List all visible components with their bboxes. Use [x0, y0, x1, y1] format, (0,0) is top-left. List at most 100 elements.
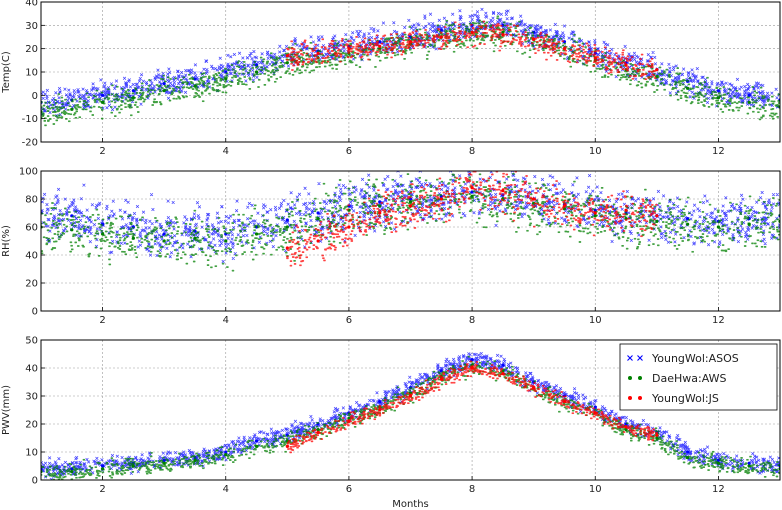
legend-box	[619, 343, 778, 411]
legend-marker	[638, 376, 642, 380]
data-point	[470, 186, 474, 190]
subplot-3: 2 4 6 8 10 12 0 10 20 30 40 50 PWV(mm) Months YoungWol…	[1, 336, 781, 510]
data-point	[316, 217, 320, 221]
legend-label: YoungWol:ASOS	[651, 352, 739, 365]
data-point	[470, 358, 474, 362]
data-point	[532, 386, 536, 390]
series-YoungWol:JS	[285, 171, 659, 267]
x-tick-label: 8	[469, 315, 475, 326]
data-point	[378, 40, 382, 44]
data-point	[131, 464, 135, 468]
y-axis-label: RH(%)	[1, 225, 12, 257]
legend-marker	[627, 355, 633, 361]
data-point	[408, 40, 413, 44]
data-point	[131, 236, 135, 240]
data-point	[316, 239, 320, 243]
data-point	[655, 214, 659, 218]
data-point	[501, 363, 505, 367]
legend-label: YoungWol:JS	[651, 392, 719, 405]
plot-area	[41, 171, 780, 272]
x-tick-label: 6	[346, 484, 352, 495]
y-tick-label: 40	[25, 364, 38, 375]
data-point	[562, 47, 567, 51]
series-noise	[286, 20, 657, 81]
data-point	[316, 428, 320, 432]
data-point	[747, 222, 751, 226]
data-point	[285, 61, 289, 65]
data-point	[439, 377, 443, 381]
y-tick-label: 20	[25, 44, 38, 55]
legend-marker	[638, 396, 642, 400]
data-point	[254, 232, 259, 236]
legend-marker	[637, 355, 643, 361]
data-point	[593, 56, 597, 60]
data-point	[224, 453, 228, 457]
data-point	[162, 89, 166, 93]
data-point	[408, 197, 413, 201]
data-point	[254, 439, 259, 443]
data-point	[100, 93, 105, 97]
x-tick-label: 2	[99, 315, 105, 326]
data-point	[624, 63, 628, 67]
data-point	[162, 461, 166, 465]
data-point	[378, 204, 382, 208]
x-tick-label: 2	[99, 484, 105, 495]
data-point	[131, 89, 135, 93]
data-point	[100, 464, 105, 468]
data-point	[686, 222, 690, 226]
data-point	[347, 47, 351, 51]
data-point	[224, 450, 228, 454]
plot-area	[41, 351, 780, 480]
data-point	[100, 467, 105, 471]
y-tick-label: 30	[25, 21, 38, 32]
y-tick-label: 40	[25, 0, 38, 9]
data-point	[162, 239, 166, 243]
x-axis-label: Months	[392, 499, 429, 510]
data-point	[747, 100, 751, 104]
series-noise	[41, 7, 780, 118]
series-YoungWol:JS	[285, 360, 659, 454]
x-tick-label: 6	[346, 315, 352, 326]
data-point	[347, 419, 351, 423]
y-tick-label: -10	[22, 114, 38, 125]
x-tick-label: 4	[223, 146, 229, 157]
x-tick-label: 10	[589, 315, 602, 326]
data-point	[316, 211, 320, 215]
data-point	[378, 211, 382, 215]
data-point	[747, 93, 751, 97]
x-tick-label: 8	[469, 146, 475, 157]
data-point	[624, 425, 628, 429]
y-tick-label: -20	[22, 138, 38, 149]
data-point	[716, 225, 721, 229]
data-point	[408, 200, 413, 204]
data-point	[316, 51, 320, 55]
data-point	[747, 461, 751, 465]
data-point	[285, 218, 289, 222]
data-point	[224, 239, 228, 243]
data-point	[408, 394, 413, 398]
data-point	[716, 461, 721, 465]
legend-marker	[628, 396, 632, 400]
y-tick-label: 40	[25, 251, 38, 262]
data-point	[655, 219, 659, 223]
subplot-2: 2 4 6 8 10 12 0 20 40 60 80 100 RH(%)	[1, 167, 781, 326]
data-point	[70, 470, 74, 474]
data-point	[747, 464, 751, 468]
data-point	[716, 89, 721, 93]
data-point	[285, 54, 289, 58]
y-tick-label: 0	[32, 91, 38, 102]
legend-label: DaeHwa:AWS	[652, 372, 726, 385]
data-point	[162, 458, 166, 462]
data-point	[501, 189, 505, 193]
axes-frame	[40, 170, 781, 312]
data-point	[470, 366, 474, 370]
y-axis-label: Temp(C)	[1, 51, 12, 94]
data-point	[686, 450, 690, 454]
data-point	[686, 86, 690, 90]
data-point	[378, 408, 382, 412]
data-point	[131, 96, 135, 100]
data-point	[378, 200, 382, 204]
data-point	[439, 369, 443, 373]
data-point	[285, 225, 289, 229]
